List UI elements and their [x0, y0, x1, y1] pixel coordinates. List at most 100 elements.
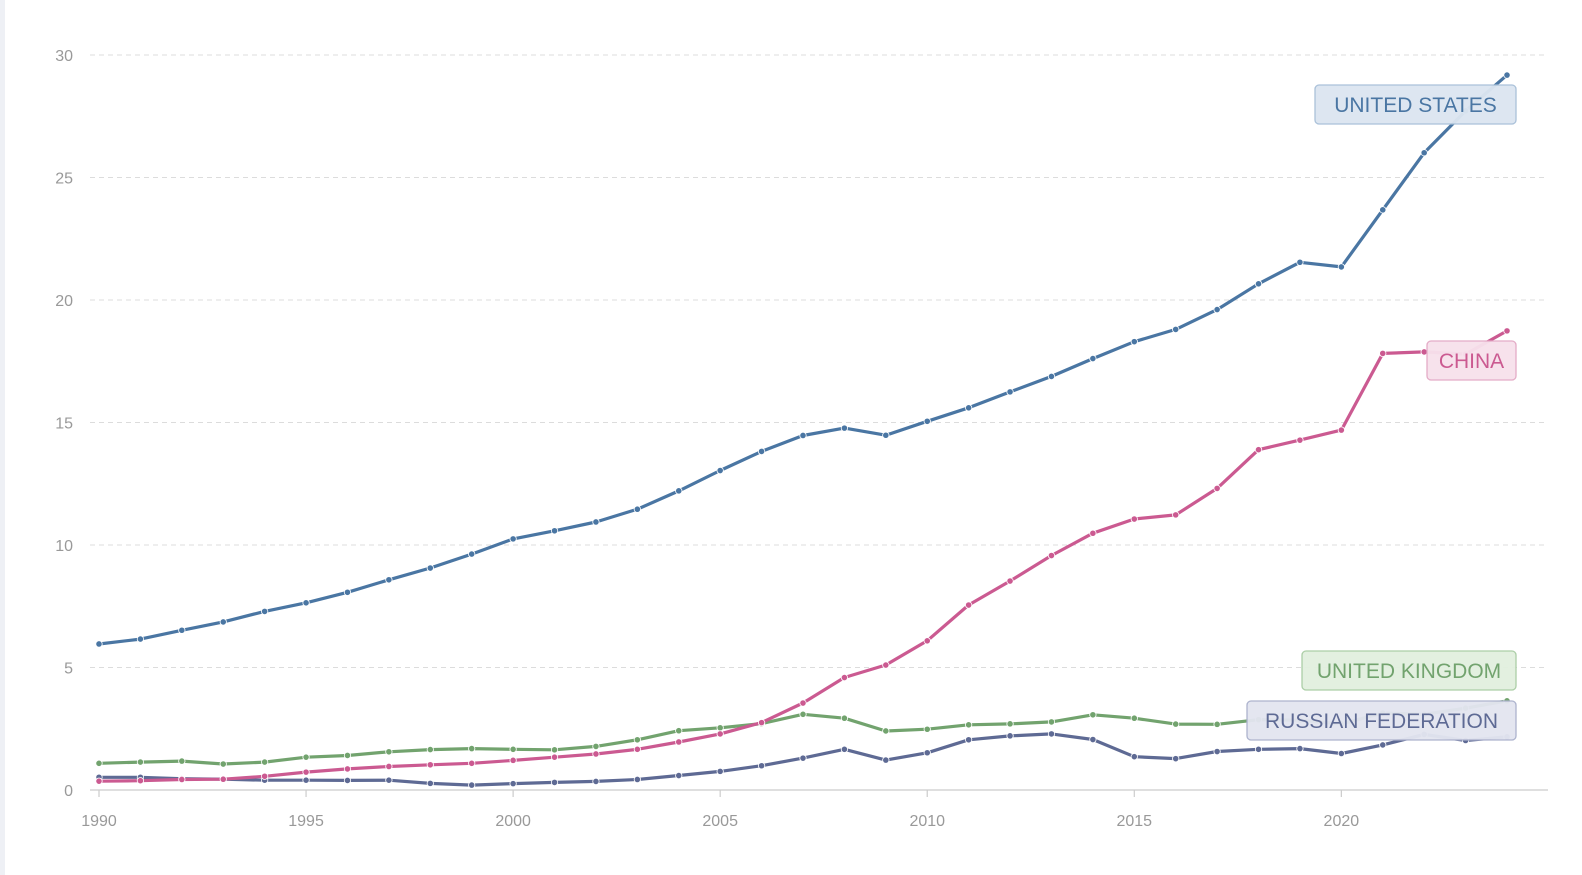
data-point[interactable] — [799, 699, 807, 707]
data-point[interactable] — [592, 777, 600, 786]
data-point[interactable] — [840, 673, 849, 682]
data-point[interactable] — [799, 431, 807, 440]
data-point[interactable] — [1089, 529, 1097, 537]
data-point[interactable] — [261, 772, 269, 780]
data-point[interactable] — [1213, 747, 1221, 756]
data-point[interactable] — [1254, 446, 1263, 454]
data-point[interactable] — [136, 635, 145, 643]
data-point[interactable] — [1379, 349, 1387, 358]
data-point[interactable] — [95, 759, 103, 767]
data-point[interactable] — [302, 599, 310, 607]
data-point[interactable] — [1006, 720, 1014, 728]
data-point[interactable] — [1379, 741, 1387, 749]
data-point[interactable] — [1089, 354, 1097, 363]
data-point[interactable] — [219, 618, 227, 626]
data-point[interactable] — [426, 564, 434, 572]
data-point[interactable] — [1213, 305, 1221, 314]
data-point[interactable] — [675, 771, 683, 780]
data-point[interactable] — [1130, 714, 1138, 722]
data-point[interactable] — [385, 776, 393, 784]
data-point[interactable] — [178, 757, 186, 765]
data-point[interactable] — [1089, 711, 1097, 719]
data-point[interactable] — [1047, 551, 1056, 560]
data-point[interactable] — [716, 767, 724, 775]
data-point[interactable] — [550, 746, 559, 754]
data-point[interactable] — [840, 424, 849, 432]
data-point[interactable] — [675, 727, 683, 735]
data-point[interactable] — [633, 505, 641, 513]
data-point[interactable] — [923, 749, 931, 757]
data-point[interactable] — [592, 750, 600, 758]
data-point[interactable] — [799, 754, 807, 762]
data-point[interactable] — [1337, 426, 1345, 434]
data-point[interactable] — [757, 719, 766, 727]
data-point[interactable] — [343, 765, 352, 773]
data-point[interactable] — [1337, 263, 1345, 271]
data-point[interactable] — [509, 756, 517, 764]
data-point[interactable] — [592, 742, 600, 750]
data-point[interactable] — [1006, 577, 1014, 585]
data-point[interactable] — [1006, 388, 1014, 396]
data-point[interactable] — [1130, 753, 1138, 761]
data-point[interactable] — [550, 527, 559, 535]
data-point[interactable] — [882, 756, 890, 764]
data-point[interactable] — [468, 781, 476, 789]
data-point[interactable] — [426, 745, 434, 754]
data-point[interactable] — [923, 417, 931, 425]
data-point[interactable] — [633, 745, 641, 753]
data-point[interactable] — [965, 736, 973, 744]
data-point[interactable] — [1503, 71, 1511, 79]
data-point[interactable] — [1254, 745, 1263, 753]
data-point[interactable] — [1296, 744, 1304, 753]
data-point[interactable] — [675, 738, 683, 746]
data-point[interactable] — [1254, 280, 1263, 288]
data-point[interactable] — [1296, 436, 1304, 444]
data-point[interactable] — [426, 779, 434, 787]
data-point[interactable] — [509, 780, 517, 788]
data-point[interactable] — [1296, 258, 1304, 266]
data-point[interactable] — [840, 714, 849, 722]
data-point[interactable] — [302, 753, 310, 761]
data-point[interactable] — [261, 758, 269, 766]
data-point[interactable] — [1047, 718, 1056, 726]
data-point[interactable] — [799, 710, 807, 718]
data-point[interactable] — [1130, 338, 1138, 346]
data-point[interactable] — [302, 776, 310, 784]
data-point[interactable] — [136, 758, 145, 766]
data-point[interactable] — [633, 736, 641, 744]
data-point[interactable] — [965, 601, 973, 609]
data-point[interactable] — [923, 725, 931, 733]
data-point[interactable] — [385, 748, 393, 756]
data-point[interactable] — [550, 753, 559, 761]
data-point[interactable] — [219, 760, 227, 768]
data-point[interactable] — [1172, 720, 1180, 728]
data-point[interactable] — [468, 744, 476, 753]
data-point[interactable] — [1172, 325, 1180, 333]
data-point[interactable] — [1503, 327, 1511, 335]
data-point[interactable] — [343, 776, 352, 785]
data-point[interactable] — [1172, 511, 1180, 519]
data-point[interactable] — [675, 487, 683, 495]
data-point[interactable] — [1213, 720, 1221, 728]
data-point[interactable] — [219, 775, 227, 783]
data-point[interactable] — [882, 727, 890, 735]
data-point[interactable] — [633, 775, 641, 784]
data-point[interactable] — [343, 588, 352, 596]
data-point[interactable] — [178, 626, 186, 634]
data-point[interactable] — [1006, 732, 1014, 740]
data-point[interactable] — [965, 721, 973, 729]
data-point[interactable] — [840, 745, 849, 753]
data-point[interactable] — [1213, 484, 1221, 493]
data-point[interactable] — [965, 404, 973, 412]
data-point[interactable] — [509, 745, 517, 753]
data-point[interactable] — [468, 550, 476, 558]
data-point[interactable] — [385, 576, 393, 584]
data-point[interactable] — [716, 730, 724, 738]
data-point[interactable] — [1047, 372, 1056, 381]
data-point[interactable] — [468, 759, 476, 767]
data-point[interactable] — [1379, 206, 1387, 214]
data-point[interactable] — [302, 768, 310, 776]
data-point[interactable] — [261, 607, 269, 615]
data-point[interactable] — [1337, 749, 1345, 758]
data-point[interactable] — [426, 761, 434, 769]
